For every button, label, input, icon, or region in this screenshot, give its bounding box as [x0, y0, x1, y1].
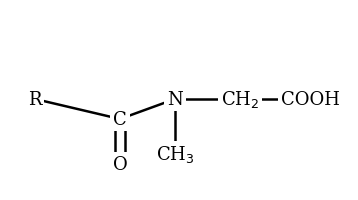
Text: O: O	[113, 155, 127, 173]
Text: C: C	[113, 110, 127, 128]
Text: N: N	[167, 91, 183, 108]
Text: CH$_2$: CH$_2$	[221, 89, 259, 110]
Text: CH$_3$: CH$_3$	[156, 144, 194, 165]
Text: R: R	[28, 91, 42, 108]
Text: COOH: COOH	[281, 91, 339, 108]
